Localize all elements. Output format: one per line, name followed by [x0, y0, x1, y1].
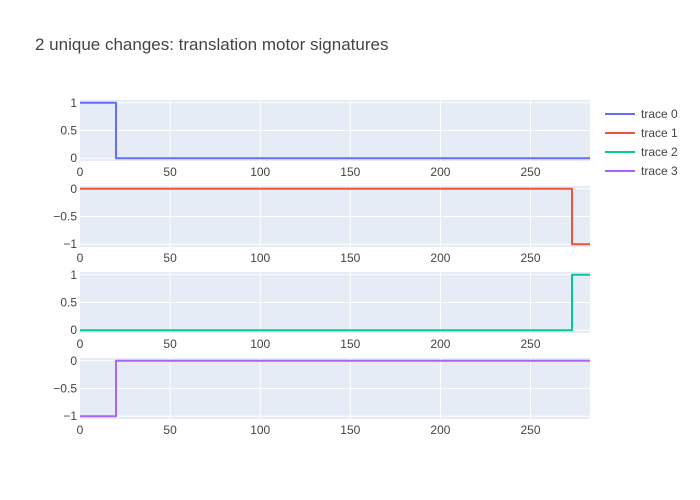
y-tick-label: 0 [70, 323, 77, 337]
y-tick-label: 0 [70, 354, 77, 368]
chart-title: 2 unique changes: translation motor sign… [35, 35, 388, 54]
series-line-trace-1 [80, 187, 590, 246]
x-tick-label: 100 [250, 337, 270, 351]
legend-label-trace-3: trace 3 [641, 164, 678, 178]
series-line-trace-2 [80, 273, 590, 332]
y-tick-label: 0 [70, 182, 77, 196]
x-tick-label: 50 [163, 251, 177, 265]
y-tick-label: 0 [70, 151, 77, 165]
x-tick-label: 50 [163, 165, 177, 179]
x-tick-label: 200 [430, 165, 450, 179]
x-tick-label: 150 [340, 337, 360, 351]
x-tick-label: 100 [250, 423, 270, 437]
series-line-trace-3 [80, 359, 590, 418]
y-tick-label: 1 [70, 96, 77, 110]
legend-label-trace-0: trace 0 [641, 107, 678, 121]
x-tick-label: 50 [163, 423, 177, 437]
x-tick-label: 0 [77, 165, 84, 179]
x-tick-label: 0 [77, 251, 84, 265]
x-tick-label: 150 [340, 251, 360, 265]
x-tick-label: 250 [521, 251, 541, 265]
legend-label-trace-2: trace 2 [641, 145, 678, 159]
y-tick-label: 0.5 [60, 124, 77, 138]
y-tick-label: −1 [63, 237, 77, 251]
x-tick-label: 100 [250, 251, 270, 265]
x-tick-label: 200 [430, 423, 450, 437]
x-tick-label: 0 [77, 337, 84, 351]
x-tick-label: 250 [521, 337, 541, 351]
x-tick-label: 150 [340, 165, 360, 179]
x-tick-label: 150 [340, 423, 360, 437]
x-tick-label: 50 [163, 337, 177, 351]
legend-label-trace-1: trace 1 [641, 126, 678, 140]
x-tick-label: 0 [77, 423, 84, 437]
y-tick-label: 1 [70, 268, 77, 282]
y-tick-label: −0.5 [53, 210, 77, 224]
y-tick-label: −0.5 [53, 382, 77, 396]
x-tick-label: 250 [521, 423, 541, 437]
x-tick-label: 250 [521, 165, 541, 179]
series-line-trace-0 [80, 101, 590, 160]
y-tick-label: 0.5 [60, 296, 77, 310]
x-tick-label: 100 [250, 165, 270, 179]
x-tick-label: 200 [430, 251, 450, 265]
y-tick-label: −1 [63, 409, 77, 423]
x-tick-label: 200 [430, 337, 450, 351]
